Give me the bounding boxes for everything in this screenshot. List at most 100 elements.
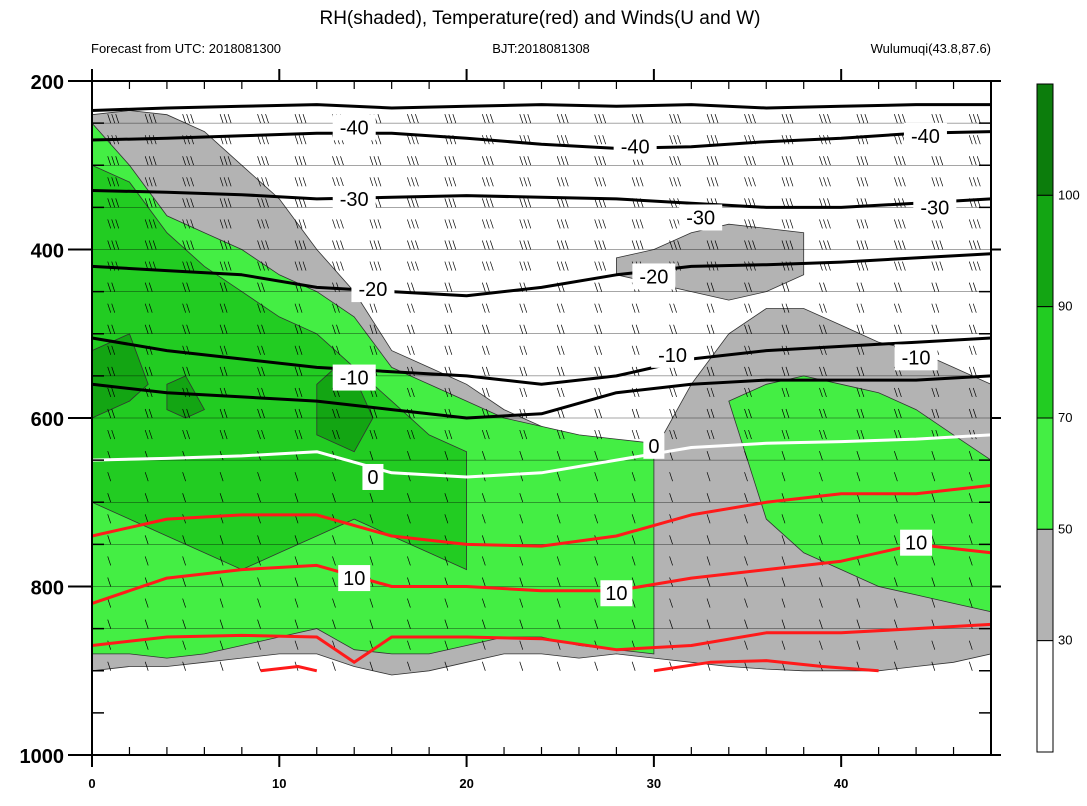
wind-barb <box>781 156 786 166</box>
wind-barb <box>931 472 936 482</box>
wind-barb <box>294 324 299 334</box>
contour-label-box <box>913 194 957 221</box>
wind-barb <box>819 114 823 124</box>
wind-barb <box>219 219 224 229</box>
wind-barb <box>677 114 681 124</box>
wind-barb <box>148 324 153 334</box>
wind-barb <box>935 408 940 419</box>
wind-barb <box>527 177 532 187</box>
wind-barb <box>631 114 636 124</box>
contour-label-box <box>894 344 938 371</box>
wind-barb <box>485 303 490 313</box>
wind-barb <box>898 156 902 166</box>
wind-barb <box>710 345 715 355</box>
wind-barb <box>340 219 344 229</box>
wind-barb <box>598 156 603 166</box>
wind-barb <box>827 177 831 187</box>
wind-barb <box>257 219 261 229</box>
wind-barb <box>144 493 149 503</box>
temperature-contour-6 <box>91 433 992 479</box>
wind-barb <box>481 535 486 545</box>
wind-barb <box>594 324 599 334</box>
wind-barb <box>298 345 303 355</box>
wind-barb <box>560 366 565 376</box>
wind-barb <box>677 135 681 145</box>
wind-barb <box>677 177 681 187</box>
wind-barb <box>789 240 794 250</box>
wind-barb <box>594 177 599 187</box>
wind-barb <box>294 598 299 608</box>
wind-barb <box>298 429 303 440</box>
wind-barb <box>931 387 936 398</box>
wind-barb <box>223 408 228 419</box>
wind-barb <box>415 135 419 145</box>
wind-barb <box>781 556 786 566</box>
wind-barb <box>706 324 711 334</box>
wind-barb <box>902 156 906 166</box>
wind-barb <box>257 577 261 587</box>
wind-barb <box>223 156 228 166</box>
wind-barb <box>935 240 940 250</box>
wind-barb <box>781 514 786 524</box>
wind-barb <box>564 261 569 271</box>
wind-barb <box>823 219 827 229</box>
wind-barb <box>407 451 411 461</box>
wind-barb <box>332 472 336 482</box>
wind-barb <box>972 324 977 334</box>
contour-label: -30 <box>920 197 949 219</box>
wind-barb <box>190 177 194 187</box>
wind-barb <box>594 408 599 419</box>
wind-barb <box>631 429 636 440</box>
wind-barb <box>744 324 748 334</box>
wind-barb <box>856 514 861 524</box>
wind-barb <box>898 261 902 271</box>
wind-barb <box>594 156 599 166</box>
wind-barb <box>481 493 486 503</box>
wind-barb <box>485 282 490 292</box>
y-tick-label: 400 <box>31 241 64 263</box>
wind-barb <box>481 366 486 376</box>
wind-barb <box>302 240 307 250</box>
wind-barb <box>785 156 790 166</box>
wind-barb <box>968 472 973 482</box>
wind-barb <box>819 640 823 650</box>
wind-barb <box>673 156 677 166</box>
wind-barb <box>556 472 561 482</box>
wind-barb <box>219 282 224 292</box>
wind-barb <box>781 640 786 650</box>
wind-barb <box>902 240 906 250</box>
wind-barb <box>265 156 269 166</box>
wind-barb <box>411 303 415 313</box>
wind-barb <box>223 177 228 187</box>
wind-barb <box>415 177 419 187</box>
wind-barb <box>819 387 823 398</box>
wind-barb <box>489 198 494 208</box>
wind-barb <box>336 219 340 229</box>
wind-barb <box>744 556 748 566</box>
wind-barb <box>894 577 898 587</box>
wind-barb <box>968 177 973 187</box>
x-tick-label: 0 <box>88 776 95 791</box>
wind-barb <box>144 240 149 250</box>
wind-barb <box>968 219 973 229</box>
wind-barb <box>856 451 861 461</box>
wind-barb <box>968 345 973 355</box>
wind-barb <box>823 114 827 124</box>
wind-barb <box>598 408 603 419</box>
wind-barb <box>635 240 640 250</box>
wind-barb <box>819 240 823 250</box>
colorbar-label: 70 <box>1058 410 1072 425</box>
wind-barb <box>107 324 112 334</box>
wind-barb <box>148 408 153 419</box>
wind-barb <box>107 535 112 545</box>
wind-barb <box>594 577 599 587</box>
wind-barb <box>968 640 973 650</box>
wind-barb <box>864 240 869 250</box>
wind-barb <box>744 303 748 313</box>
wind-barb <box>340 240 344 250</box>
wind-barb <box>781 577 786 587</box>
wind-barb <box>594 661 599 671</box>
wind-barb <box>631 408 636 419</box>
wind-barb <box>931 408 936 419</box>
wind-barb <box>935 156 940 166</box>
